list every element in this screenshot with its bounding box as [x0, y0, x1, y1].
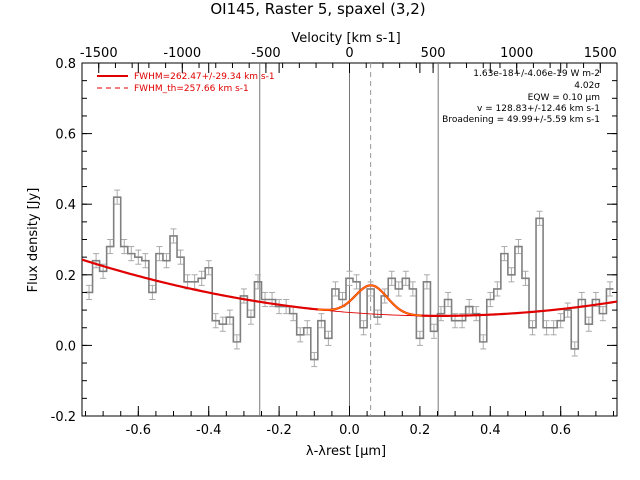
top-axis-label: Velocity [km s-1]	[291, 31, 400, 46]
y-tick-label: -0.2	[51, 410, 76, 425]
x-tick-label: 0.0	[339, 423, 360, 438]
fit-annotations: 1.63e-18+/-4.06e-19 W m-2 4.02σ EQW = 0.…	[442, 69, 600, 125]
reference-lines	[259, 63, 439, 416]
plot-area	[81, 189, 618, 368]
top-tick-label: -500	[251, 46, 281, 61]
axes: -0.6 -0.4 -0.2 0.0 0.2 0.4 0.6 -1500 -1000 -500 0 5…	[51, 46, 618, 438]
x-tick-label: -0.4	[196, 423, 221, 438]
line-fit-core	[317, 284, 422, 317]
legend: FWHM=262.47+/-29.34 km s-1 FWHM_th=257.6…	[97, 72, 275, 94]
top-tick-label: 0	[345, 46, 353, 61]
y-tick-label: 0.2	[55, 269, 76, 284]
chart-title: OI145, Raster 5, spaxel (3,2)	[210, 0, 425, 18]
top-tick-label: -1000	[163, 46, 201, 61]
x-tick-label: 0.4	[480, 423, 501, 438]
annotation-broadening: Broadening = 49.99+/-5.59 km s-1	[442, 115, 600, 125]
x-tick-label: 0.6	[550, 423, 571, 438]
top-tick-label: 1000	[500, 46, 533, 61]
x-axis-label: λ-λrest [μm]	[306, 444, 386, 459]
x-tick-label: -0.6	[126, 423, 151, 438]
annotation-flux: 1.63e-18+/-4.06e-19 W m-2	[473, 69, 600, 79]
x-tick-label: 0.2	[410, 423, 431, 438]
y-tick-label: 0.8	[55, 57, 76, 72]
x-tick-label: -0.2	[266, 423, 291, 438]
top-tick-label: 1500	[584, 46, 617, 61]
y-tick-label: 0.6	[55, 128, 76, 143]
y-tick-label: 0.4	[55, 198, 76, 213]
legend-label-fwhm-th: FWHM_th=257.66 km s-1	[134, 84, 249, 94]
top-tick-label: 500	[421, 46, 446, 61]
y-axis-label: Flux density [Jy]	[26, 188, 41, 293]
top-tick-label: -1500	[80, 46, 118, 61]
legend-label-fwhm: FWHM=262.47+/-29.34 km s-1	[134, 72, 275, 82]
annotation-velocity: v = 128.83+/-12.46 km s-1	[477, 104, 600, 114]
annotation-sigma: 4.02σ	[574, 81, 600, 91]
y-tick-label: 0.0	[55, 339, 76, 354]
spectrum-step	[85, 196, 614, 361]
annotation-eqw: EQW = 0.10 μm	[528, 93, 600, 103]
